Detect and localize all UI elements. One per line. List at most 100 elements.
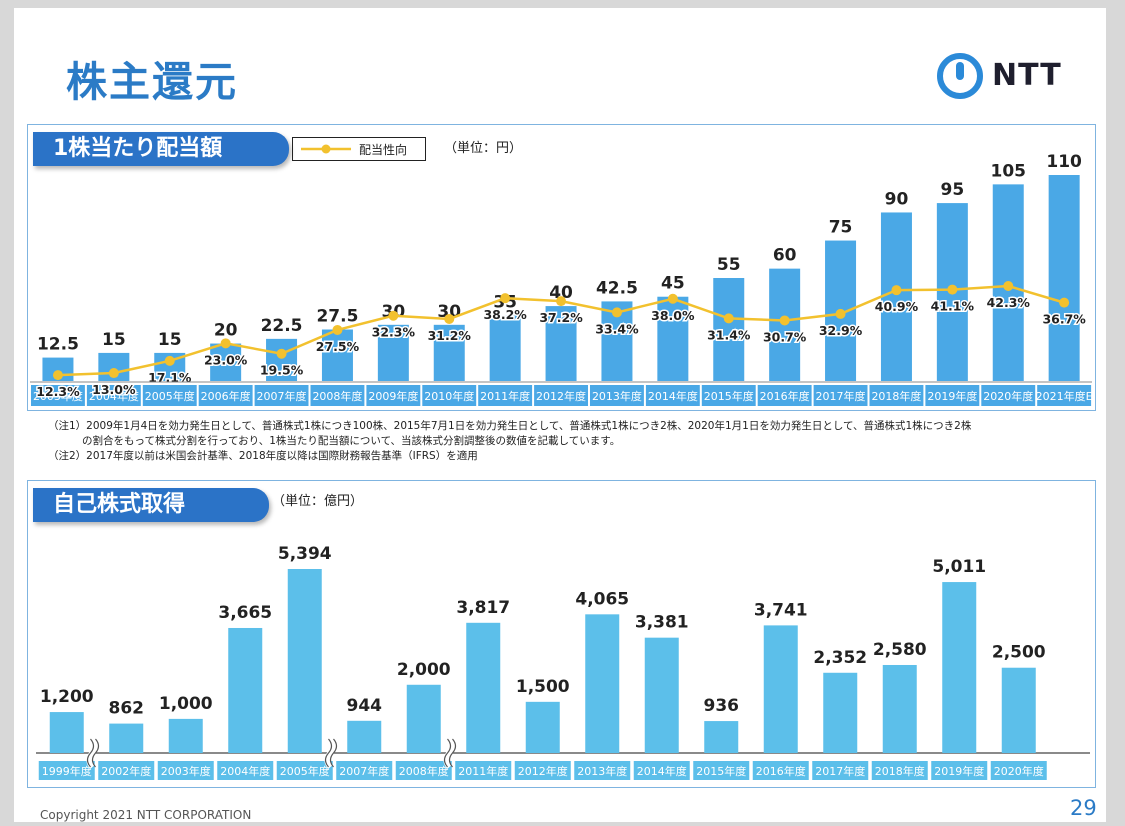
buyback-value-label: 3,817	[456, 598, 510, 618]
buyback-category-box	[157, 761, 214, 780]
payout-ratio-label: 23.0%	[204, 352, 248, 367]
dividend-category-box	[645, 385, 700, 406]
payout-ratio-point	[723, 313, 734, 324]
payout-ratio-point	[835, 308, 846, 319]
dividend-category-label: 2014年度	[648, 389, 698, 403]
buyback-category-label: 2011年度	[458, 764, 508, 778]
buyback-value-label: 2,500	[992, 643, 1046, 663]
buyback-category-label: 2014年度	[637, 764, 687, 778]
buyback-category-label: 2007年度	[339, 764, 389, 778]
buyback-category-label: 2005年度	[280, 764, 330, 778]
dividend-category-label: 2006年度	[201, 389, 251, 403]
dividend-value-label: 105	[991, 161, 1027, 181]
dividend-bar	[433, 324, 465, 381]
ntt-logo-icon	[937, 53, 983, 99]
payout-ratio-point	[891, 285, 902, 296]
dividend-category-label: 2015年度	[704, 389, 754, 403]
dividend-value-label: 55	[717, 255, 741, 275]
buyback-category-box	[276, 761, 333, 780]
buyback-category-label: 2017年度	[815, 764, 865, 778]
footnotes: （注1）2009年1月4日を効力発生日として、普通株式1株につき100株、201…	[48, 419, 1098, 464]
axis-break-icon	[324, 738, 338, 768]
buyback-bar	[466, 622, 501, 753]
buyback-bar	[942, 582, 977, 753]
buyback-category-label: 2002年度	[101, 764, 151, 778]
buyback-category-label: 2012年度	[518, 764, 568, 778]
dividend-value-label: 60	[773, 246, 797, 266]
buyback-value-label: 4,065	[575, 589, 629, 609]
buyback-category-box	[871, 761, 928, 780]
dividend-category-label: 2007年度	[257, 389, 307, 403]
logo-text: NTT	[992, 58, 1062, 93]
payout-ratio-point	[444, 313, 455, 324]
dividend-bar	[1048, 175, 1080, 381]
payout-ratio-label: 12.3%	[36, 384, 80, 399]
payout-ratio-label: 31.2%	[428, 328, 472, 343]
buyback-section-title: 自己株式取得	[33, 488, 269, 522]
buyback-bar	[763, 625, 798, 753]
dividend-category-box	[86, 385, 141, 406]
page-title: 株主還元	[66, 58, 238, 106]
dividend-category-box	[31, 385, 85, 406]
dividend-category-box	[1037, 385, 1092, 406]
dividend-category-label: 2005年度	[145, 389, 195, 403]
dividend-value-label: 15	[158, 330, 182, 350]
buyback-category-box	[693, 761, 750, 780]
buyback-bar	[287, 569, 322, 753]
dividend-value-label: 42.5	[596, 278, 638, 298]
buyback-value-label: 1,500	[516, 677, 570, 697]
buyback-value-label: 3,665	[218, 603, 272, 623]
buyback-category-box	[931, 761, 988, 780]
note-1: （注1）2009年1月4日を効力発生日として、普通株式1株につき100株、201…	[48, 420, 972, 432]
buyback-bar	[1001, 667, 1036, 753]
dividend-section-title: 1株当たり配当額	[33, 132, 289, 166]
dividend-category-box	[757, 385, 812, 406]
payout-ratio-point	[52, 370, 63, 381]
dividend-category-label: 2008年度	[312, 389, 362, 403]
buyback-category-box	[514, 761, 571, 780]
payout-ratio-label: 32.9%	[819, 323, 863, 338]
dividend-category-box	[366, 385, 421, 406]
dividend-category-box	[478, 385, 533, 406]
dividend-category-box	[198, 385, 253, 406]
buyback-category-box	[395, 761, 452, 780]
dividend-category-label: 2012年度	[536, 389, 586, 403]
buyback-bar	[109, 723, 144, 753]
buyback-bar	[228, 627, 263, 753]
dividend-bar	[321, 329, 353, 381]
dividend-category-box	[534, 385, 588, 406]
payout-ratio-point	[332, 324, 343, 335]
payout-ratio-label: 30.7%	[763, 329, 807, 344]
dividend-value-label: 90	[885, 189, 909, 209]
buyback-category-label: 2008年度	[399, 764, 449, 778]
buyback-value-label: 862	[109, 699, 145, 719]
buyback-value-label: 2,352	[813, 648, 867, 668]
payout-ratio-point	[500, 293, 511, 304]
payout-ratio-label: 38.2%	[483, 307, 527, 322]
payout-ratio-label: 42.3%	[987, 295, 1031, 310]
buyback-value-label: 1,200	[40, 687, 94, 707]
payout-ratio-point	[1059, 297, 1070, 308]
payout-ratio-point	[947, 284, 958, 295]
axis-break-icon	[86, 738, 100, 768]
legend: 配当性向	[292, 137, 426, 161]
dividend-category-label: 2013年度	[592, 389, 642, 403]
payout-ratio-label: 40.9%	[875, 299, 919, 314]
payout-ratio-label: 38.0%	[651, 308, 695, 323]
dividend-value-label: 15	[102, 330, 126, 350]
buyback-category-box	[990, 761, 1047, 780]
payout-ratio-label: 31.4%	[707, 327, 751, 342]
payout-ratio-point	[164, 355, 175, 366]
buyback-category-box	[217, 761, 274, 780]
buyback-category-box	[38, 761, 95, 780]
buyback-category-box	[812, 761, 869, 780]
buyback-value-label: 3,741	[754, 600, 808, 620]
buyback-value-label: 2,000	[397, 660, 451, 680]
payout-ratio-label: 32.3%	[372, 325, 416, 340]
payout-ratio-label: 19.5%	[260, 363, 304, 378]
dividend-value-label: 75	[829, 218, 853, 238]
dividend-value-label: 27.5	[316, 307, 358, 327]
legend-label: 配当性向	[359, 143, 408, 157]
payout-ratio-point	[1003, 281, 1014, 291]
